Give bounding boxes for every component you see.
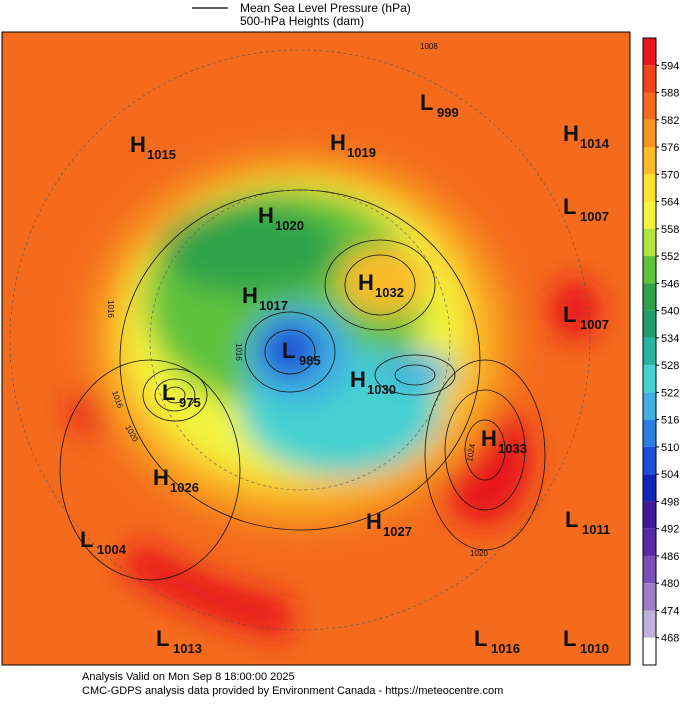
center-letter: H — [330, 130, 346, 155]
colorbar-label: 570 — [661, 169, 679, 181]
colorbar-swatch — [643, 283, 656, 311]
center-letter: H — [130, 132, 146, 157]
colorbar-swatch — [643, 419, 656, 447]
center-pressure: 1013 — [173, 641, 202, 656]
colorbar-label: 546 — [661, 278, 679, 290]
colorbar-swatch — [643, 201, 656, 229]
center-letter: L — [420, 90, 433, 115]
map-field — [2, 32, 630, 665]
colorbar-label: 510 — [661, 442, 679, 454]
center-letter: H — [358, 270, 374, 295]
colorbar-label: 552 — [661, 251, 679, 263]
map-frame — [1, 31, 631, 666]
center-pressure: 1010 — [580, 641, 609, 656]
colorbar-label: 522 — [661, 387, 679, 399]
center-pressure: 1011 — [582, 522, 610, 537]
contour-label: 1008 — [420, 42, 438, 51]
contour-label: 1016 — [234, 343, 243, 361]
colorbar-swatch — [643, 365, 656, 393]
center-letter: H — [153, 465, 169, 490]
center-letter: L — [563, 194, 576, 219]
center-pressure: 1030 — [367, 382, 396, 397]
colorbar-swatch — [643, 528, 656, 556]
footer-valid: Analysis Valid on Mon Sep 8 18:00:00 202… — [82, 671, 295, 683]
colorbar-label: 576 — [661, 142, 679, 154]
colorbar-frame — [642, 37, 657, 666]
center-letter: L — [474, 626, 487, 651]
colorbar-swatch — [643, 92, 656, 120]
center-pressure: 1007 — [580, 209, 609, 224]
colorbar-swatch — [643, 147, 656, 175]
colorbar-label: 480 — [661, 578, 679, 590]
colorbar-label: 582 — [661, 115, 679, 127]
center-pressure: 1014 — [580, 136, 610, 151]
center-pressure: 1015 — [147, 147, 176, 162]
colorbar-swatch — [643, 256, 656, 284]
center-letter: L — [156, 626, 169, 651]
colorbar-label: 594 — [661, 60, 679, 72]
colorbar-label: 528 — [661, 360, 679, 372]
colorbar-swatch — [643, 310, 656, 338]
center-letter: H — [350, 367, 366, 392]
center-letter: L — [282, 338, 295, 363]
colorbar-swatch — [643, 119, 656, 148]
center-pressure: 1019 — [347, 145, 376, 160]
center-pressure: 1027 — [383, 524, 412, 539]
center-letter: L — [162, 380, 175, 405]
center-pressure: 1016 — [491, 641, 520, 656]
center-letter: H — [563, 121, 579, 146]
contour-label: 1024 — [465, 443, 477, 463]
colorbar-label: 534 — [661, 333, 679, 345]
center-letter: L — [80, 527, 93, 552]
center-pressure: 1026 — [170, 480, 199, 495]
colorbar-swatch — [643, 555, 656, 584]
colorbar-label: 498 — [661, 496, 679, 508]
center-pressure: 1004 — [97, 542, 127, 557]
colorbar-label: 588 — [661, 88, 679, 100]
center-pressure: 985 — [299, 353, 321, 368]
legend-fill-label: 500-hPa Heights (dam) — [240, 14, 364, 28]
colorbar-swatch — [643, 583, 656, 611]
colorbar-label: 468 — [661, 633, 679, 645]
center-pressure: 1007 — [580, 317, 609, 332]
colorbar-swatch — [643, 228, 656, 257]
colorbar-swatch — [643, 474, 656, 502]
colorbar-swatch — [643, 610, 656, 638]
contour-label: 1020 — [470, 549, 488, 558]
center-letter: L — [565, 507, 578, 532]
center-pressure: 1020 — [275, 218, 304, 233]
colorbar-label: 504 — [661, 469, 679, 481]
footer-credit: CMC-GDPS analysis data provided by Envir… — [82, 685, 503, 697]
colorbar-label: 474 — [661, 605, 679, 617]
legend-line-label: Mean Sea Level Pressure (hPa) — [240, 1, 411, 15]
center-letter: H — [481, 426, 497, 451]
center-letter: H — [258, 203, 274, 228]
center-pressure: 975 — [179, 395, 201, 410]
center-pressure: 999 — [437, 105, 459, 120]
center-letter: H — [366, 509, 382, 534]
center-letter: H — [242, 283, 258, 308]
colorbar-label: 492 — [661, 524, 679, 536]
colorbar-label: 486 — [661, 551, 679, 563]
colorbar-swatch — [643, 637, 656, 665]
colorbar-swatch — [643, 446, 656, 475]
colorbar-swatch — [643, 65, 656, 93]
colorbar-label: 558 — [661, 224, 679, 236]
center-letter: L — [563, 302, 576, 327]
center-letter: L — [563, 626, 576, 651]
colorbar-label: 540 — [661, 306, 679, 318]
colorbar-label: 564 — [661, 197, 679, 209]
colorbar-swatch — [643, 337, 656, 366]
center-pressure: 1032 — [375, 285, 404, 300]
contour-label: 1016 — [106, 300, 115, 318]
colorbar-swatch — [643, 501, 656, 529]
center-pressure: 1033 — [498, 441, 527, 456]
colorbar-swatch — [643, 174, 656, 202]
colorbar-swatch — [643, 392, 656, 420]
colorbar-swatch — [643, 38, 656, 66]
center-pressure: 1017 — [259, 298, 288, 313]
colorbar-label: 516 — [661, 415, 679, 427]
